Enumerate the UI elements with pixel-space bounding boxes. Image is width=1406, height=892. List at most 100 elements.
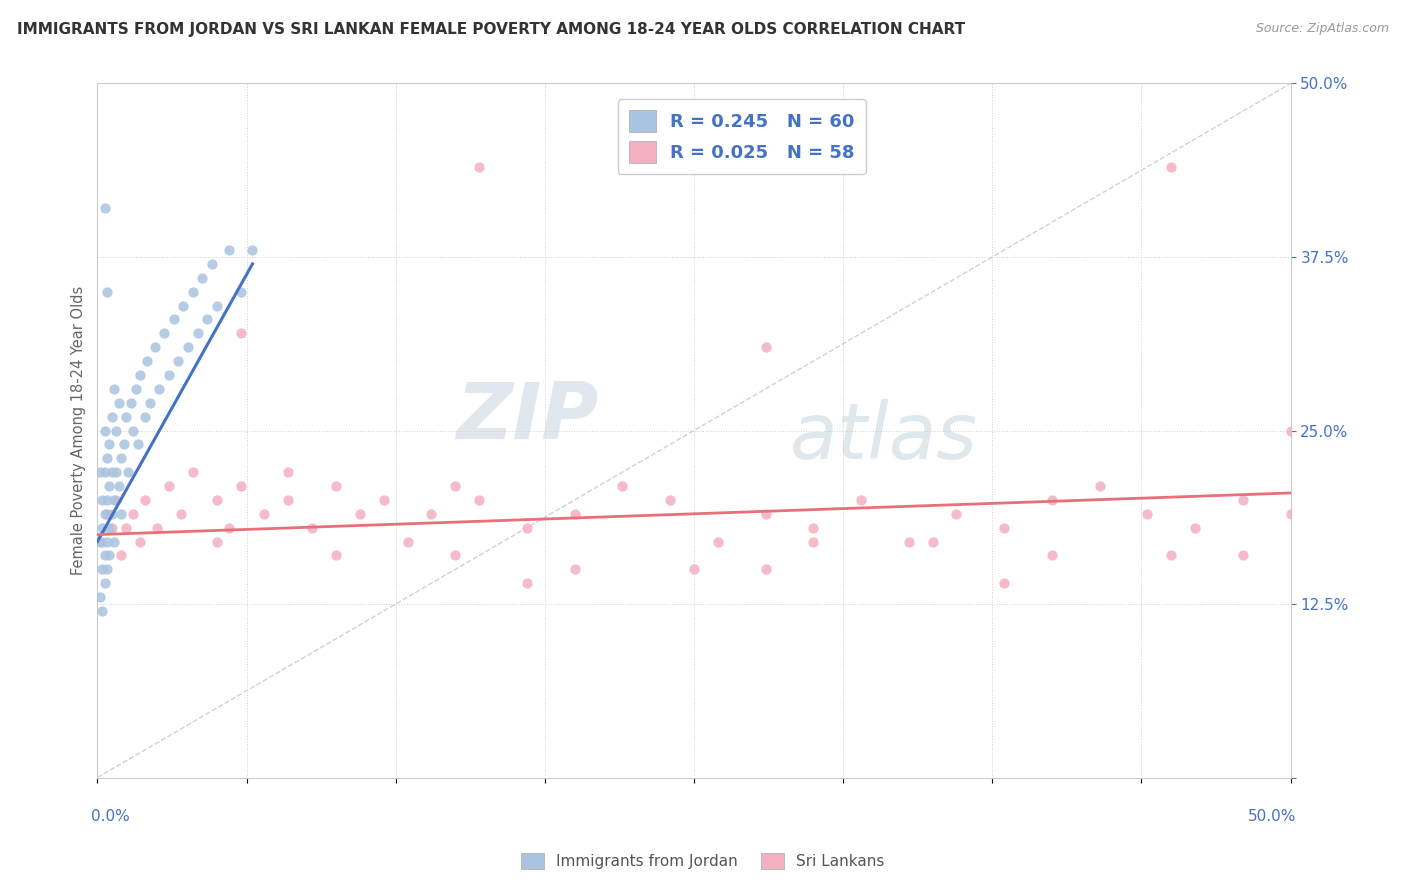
- Point: [100, 409, 122, 424]
- Point: [127, 437, 149, 451]
- Point: [181, 285, 204, 299]
- Point: [98, 479, 121, 493]
- Point: [93, 202, 115, 216]
- Point: [91, 562, 114, 576]
- Point: [921, 534, 943, 549]
- Point: [177, 340, 200, 354]
- Point: [325, 549, 347, 563]
- Text: 0.0%: 0.0%: [91, 809, 131, 824]
- Point: [153, 326, 176, 341]
- Point: [100, 465, 122, 479]
- Point: [115, 409, 138, 424]
- Point: [1279, 507, 1302, 521]
- Point: [163, 312, 186, 326]
- Point: [96, 451, 118, 466]
- Point: [1088, 479, 1111, 493]
- Point: [129, 534, 152, 549]
- Point: [89, 534, 111, 549]
- Point: [108, 396, 131, 410]
- Point: [349, 507, 371, 521]
- Point: [755, 562, 778, 576]
- Point: [105, 492, 128, 507]
- Point: [91, 534, 114, 549]
- Point: [93, 576, 115, 591]
- Point: [122, 424, 145, 438]
- Y-axis label: Female Poverty Among 18-24 Year Olds: Female Poverty Among 18-24 Year Olds: [72, 285, 86, 575]
- Point: [205, 299, 228, 313]
- Point: [148, 382, 170, 396]
- Point: [612, 479, 634, 493]
- Point: [96, 285, 118, 299]
- Point: [218, 243, 240, 257]
- Point: [277, 492, 299, 507]
- Point: [136, 354, 159, 368]
- Point: [110, 549, 132, 563]
- Point: [108, 479, 131, 493]
- Point: [93, 424, 115, 438]
- Point: [103, 382, 125, 396]
- Point: [96, 562, 118, 576]
- Text: Source: ZipAtlas.com: Source: ZipAtlas.com: [1256, 22, 1389, 36]
- Point: [124, 382, 146, 396]
- Point: [801, 521, 824, 535]
- Point: [1232, 492, 1254, 507]
- Point: [112, 437, 135, 451]
- Point: [564, 507, 586, 521]
- Point: [170, 507, 193, 521]
- Point: [105, 465, 128, 479]
- Point: [191, 270, 214, 285]
- Point: [993, 521, 1015, 535]
- Point: [110, 451, 132, 466]
- Point: [117, 465, 139, 479]
- Point: [122, 507, 145, 521]
- Point: [468, 492, 491, 507]
- Point: [1184, 521, 1206, 535]
- Point: [659, 492, 682, 507]
- Point: [444, 549, 467, 563]
- Point: [516, 576, 538, 591]
- Point: [195, 312, 218, 326]
- Point: [1232, 549, 1254, 563]
- Point: [1160, 160, 1182, 174]
- Point: [301, 521, 323, 535]
- Point: [134, 492, 156, 507]
- Point: [129, 368, 152, 382]
- Point: [1279, 424, 1302, 438]
- Point: [134, 409, 156, 424]
- Point: [707, 534, 730, 549]
- Point: [1160, 549, 1182, 563]
- Point: [91, 604, 114, 618]
- Point: [396, 534, 419, 549]
- Point: [1040, 492, 1063, 507]
- Point: [683, 562, 706, 576]
- Point: [157, 368, 180, 382]
- Point: [755, 340, 778, 354]
- Point: [277, 465, 299, 479]
- Point: [98, 549, 121, 563]
- Legend: R = 0.245   N = 60, R = 0.025   N = 58: R = 0.245 N = 60, R = 0.025 N = 58: [617, 99, 866, 174]
- Point: [187, 326, 209, 341]
- Text: 50.0%: 50.0%: [1249, 809, 1296, 824]
- Point: [325, 479, 347, 493]
- Point: [564, 562, 586, 576]
- Point: [91, 492, 114, 507]
- Point: [468, 160, 491, 174]
- Point: [143, 340, 166, 354]
- Point: [89, 465, 111, 479]
- Point: [849, 492, 872, 507]
- Point: [242, 243, 264, 257]
- Point: [229, 285, 252, 299]
- Point: [420, 507, 443, 521]
- Point: [205, 492, 228, 507]
- Point: [103, 492, 125, 507]
- Point: [201, 257, 224, 271]
- Point: [444, 479, 467, 493]
- Point: [993, 576, 1015, 591]
- Point: [115, 521, 138, 535]
- Point: [755, 507, 778, 521]
- Text: IMMIGRANTS FROM JORDAN VS SRI LANKAN FEMALE POVERTY AMONG 18-24 YEAR OLDS CORREL: IMMIGRANTS FROM JORDAN VS SRI LANKAN FEM…: [17, 22, 965, 37]
- Point: [1136, 507, 1159, 521]
- Point: [157, 479, 180, 493]
- Point: [100, 521, 122, 535]
- Point: [897, 534, 920, 549]
